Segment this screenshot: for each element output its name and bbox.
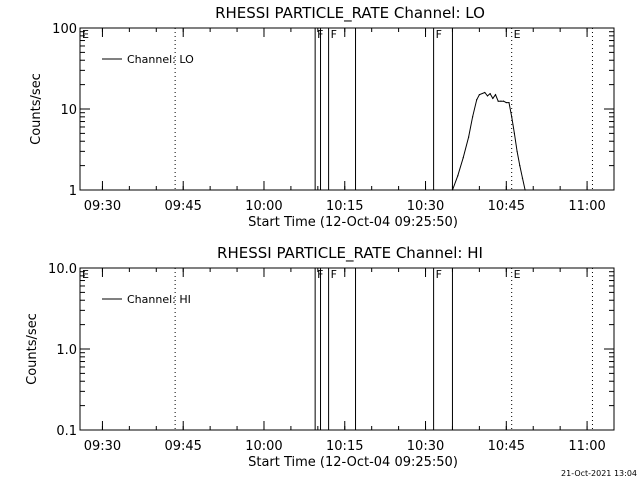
y-tick-label: 0.1 (56, 424, 77, 439)
x-tick-label: 10:45 (488, 199, 525, 214)
x-tick-label: 10:00 (245, 439, 282, 454)
x-tick-label: 10:30 (407, 439, 444, 454)
chart-title: RHESSI PARTICLE_RATE Channel: LO (215, 4, 485, 23)
corner-label: E (82, 268, 89, 281)
footer-timestamp: 21-Oct-2021 13:04 (561, 469, 637, 478)
data-point (500, 100, 502, 102)
y-tick-label: 10.0 (48, 262, 77, 277)
data-point (524, 189, 526, 191)
y-axis-label: Counts/sec (29, 73, 44, 145)
data-point (503, 100, 505, 102)
y-tick-label: 1.0 (56, 343, 77, 358)
data-point (476, 99, 478, 101)
data-point (451, 189, 454, 191)
event-marker-label: F (331, 28, 337, 41)
data-point (521, 177, 524, 179)
x-tick-label: 10:15 (326, 199, 363, 214)
event-marker-label: E (514, 28, 521, 41)
x-axis-label: Start Time (12-Oct-04 09:25:50) (248, 215, 458, 230)
data-point (494, 94, 497, 96)
data-point (492, 97, 494, 100)
x-tick-label: 10:45 (488, 439, 525, 454)
data-point (519, 165, 521, 167)
x-axis-label: Start Time (12-Oct-04 09:25:50) (248, 455, 458, 470)
legend-label: Channel: HI (127, 293, 191, 306)
data-point (505, 101, 507, 104)
data-point (489, 92, 491, 95)
corner-label: E (82, 28, 89, 41)
x-tick-label: 09:30 (84, 439, 121, 454)
data-point (478, 94, 480, 96)
series-line (452, 91, 526, 191)
event-marker-label: F (331, 268, 337, 281)
event-marker-label: F (436, 268, 442, 281)
x-tick-label: 10:15 (326, 439, 363, 454)
data-point (508, 101, 510, 104)
legend-label: Channel: LO (127, 53, 194, 66)
data-point (497, 100, 499, 102)
data-point (462, 157, 464, 159)
data-point (486, 95, 489, 97)
x-tick-label: 09:30 (84, 199, 121, 214)
x-tick-label: 09:45 (164, 199, 201, 214)
hi-channel-panel: RHESSI PARTICLE_RATE Channel: HI 0.1 1.0 10… (25, 244, 615, 470)
y-axis-label: Counts/sec (25, 313, 40, 385)
data-point (511, 116, 513, 118)
data-point (457, 175, 459, 177)
event-marker-label: F (436, 28, 442, 41)
x-tick-label: 10:30 (407, 199, 444, 214)
data-point (468, 136, 470, 138)
data-point (484, 91, 486, 94)
event-marker-label: E (514, 268, 521, 281)
lo-channel-panel: RHESSI PARTICLE_RATE Channel: LO 1 10 100 09… (29, 4, 615, 230)
x-tick-label: 09:45 (164, 439, 201, 454)
x-tick-label: 11:00 (568, 199, 605, 214)
data-point (516, 150, 518, 152)
data-point (513, 132, 515, 134)
y-tick-label: 100 (52, 22, 77, 37)
y-tick-label: 1 (69, 184, 77, 199)
x-tick-label: 10:00 (245, 199, 282, 214)
y-tick-label: 10 (60, 103, 77, 118)
data-point (472, 116, 474, 118)
x-tick-label: 11:00 (568, 439, 605, 454)
chart-title: RHESSI PARTICLE_RATE Channel: HI (217, 244, 483, 263)
